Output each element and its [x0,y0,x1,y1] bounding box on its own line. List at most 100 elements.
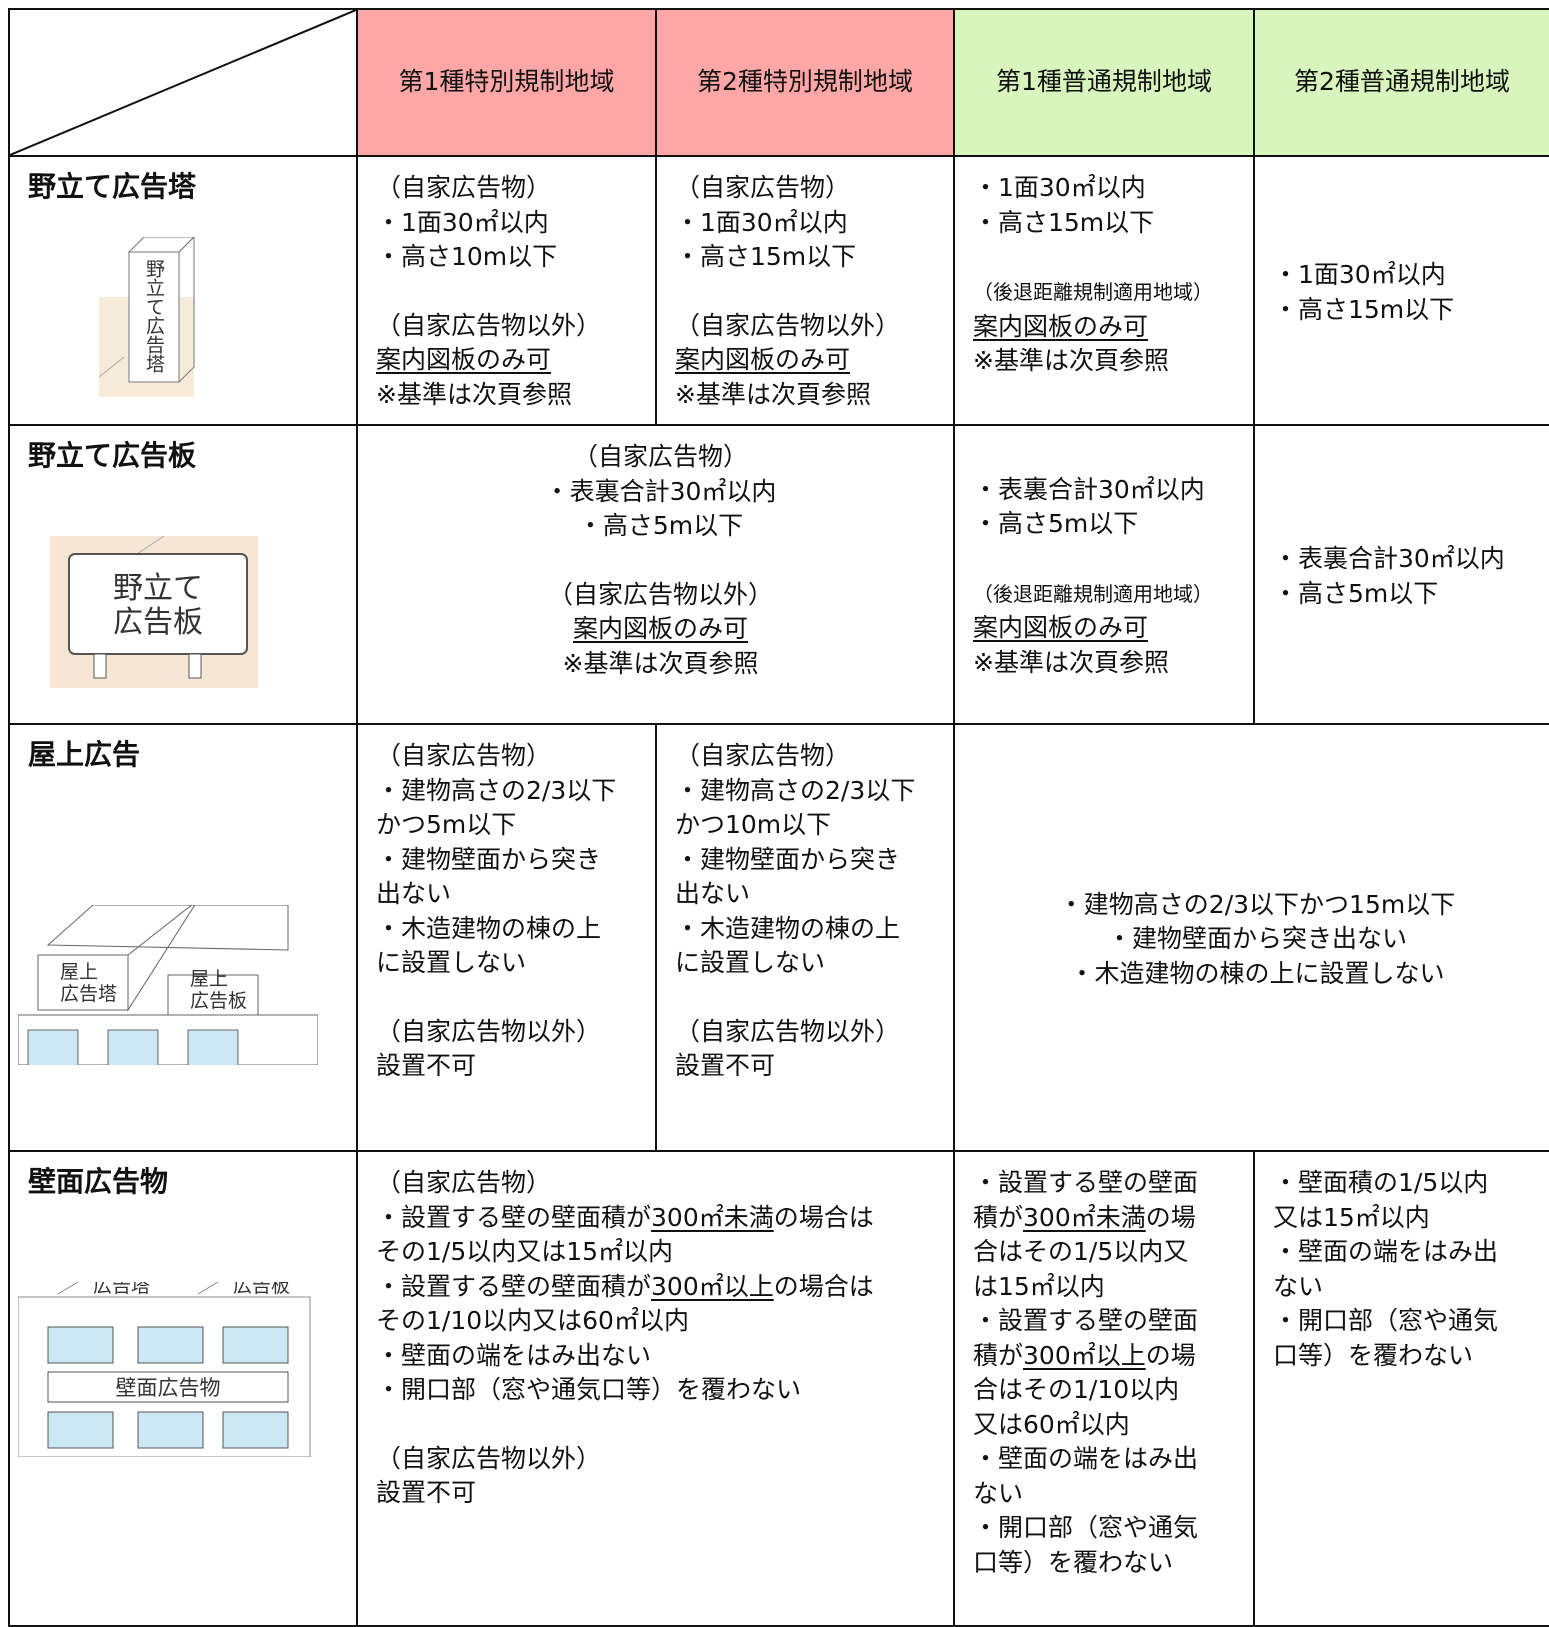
cell: （自家広告物） ・設置する壁の壁面積が300㎡未満の場合は その1/5以内又は15㎡… [356,1150,955,1627]
cell: （自家広告物） ・建物高さの2/3以下 かつ10m以下 ・建物壁面から突き 出ない ・木造… [655,723,955,1152]
row-label-text: 野立て広告塔 [28,170,197,203]
text-line: （自家広告物以外） [675,310,901,340]
underlined-text: 300㎡以上 [1023,1340,1146,1370]
text-line: ※基準は次頁参照 [675,379,871,409]
text: の場 [1145,1340,1196,1370]
text-line: 口等）を覆わない [1273,1340,1474,1370]
text-line: （自家広告物） [376,741,552,770]
text-line: ・建物壁面から突き [376,844,602,874]
text-line: （自家広告物） [572,442,748,471]
text-line: ・表裏合計30㎡以内 [544,476,777,506]
text-line: ・高さ5m以下 [577,511,744,540]
text-line: 案内図板のみ可 [973,611,1245,646]
paragraph: （後退距離規制適用地域） 案内図板のみ可 ※基準は次頁参照 [973,576,1245,681]
illustration-label: 広告板 [190,990,247,1012]
text-line: （自家広告物） [675,741,851,770]
text: 積が [973,1340,1024,1370]
text-line: （後退距離規制適用地域） [973,576,1245,612]
column-header: 第1種特別規制地域 [356,8,657,157]
row-label-text: 壁面広告物 [28,1165,169,1198]
text-line: ・高さ10m以下 [376,242,558,271]
text-line: ・壁面の端をはみ出 [973,1444,1199,1473]
text-line: 案内図板のみ可 [376,612,945,647]
text-line: は15㎡以内 [973,1271,1105,1301]
text-line: ・壁面の端をはみ出ない [376,1340,652,1370]
cell: （自家広告物） ・1面30㎡以内 ・高さ15m以下 （自家広告物以外） 案内図板のみ可 ※… [655,155,955,426]
row-label: 野立て広告塔 野立て広告塔 [8,155,358,426]
text-line: ・木造建物の棟の上に設置しない [1069,958,1445,988]
text-line: ・表裏合計30㎡以内 [1273,544,1505,573]
illustration-label: 屋上 [60,961,98,983]
text: ・設置する壁の壁面積が [376,1271,652,1301]
cell: ・1面30㎡以内 ・高さ15m以下 （後退距離規制適用地域） 案内図板のみ可 ※基準は次… [953,155,1255,426]
text-line: ※基準は次頁参照 [376,379,572,409]
text-line: 合はその1/10以内 [973,1375,1180,1404]
cell: ・設置する壁の壁面 積が300㎡未満の場 合はその1/5以内又 は15㎡以内 ・設置する… [953,1150,1255,1627]
small-text: （後退距離規制適用地域） [973,581,1213,606]
illustration-label: 野立て [113,571,203,606]
text-line: ・1面30㎡以内 [1273,260,1446,289]
text-line: ・高さ5m以下 [973,509,1139,539]
column-header: 第2種普通規制地域 [1253,8,1549,157]
illustration-label: 広告板 [113,605,203,640]
text: の場合は [773,1271,874,1301]
text-line: ・設置する壁の壁面 [973,1168,1199,1197]
underlined-text: 300㎡未満 [651,1202,774,1232]
text: ・設置する壁の壁面積が [376,1202,652,1232]
text-line: ※基準は次頁参照 [562,648,759,678]
paragraph: （自家広告物以外） 案内図板のみ可 ※基準は次頁参照 [376,309,647,413]
cell: （自家広告物） ・建物高さの2/3以下 かつ5m以下 ・建物壁面から突き 出ない ・木造建… [356,723,657,1152]
cell: （自家広告物） ・表裏合計30㎡以内 ・高さ5m以下 （自家広告物以外） 案内図板のみ可… [356,424,955,725]
text-line: ・壁面積の1/5以内 [1273,1168,1489,1197]
text-line: ・開口部（窓や通気 [1273,1306,1499,1335]
paragraph: ・表裏合計30㎡以内 ・高さ5m以下 [973,473,1245,542]
cell: ・壁面積の1/5以内 又は15㎡以内 ・壁面の端をはみ出 ない ・開口部（窓や通気 口等）… [1253,1150,1549,1627]
text-line: ・木造建物の棟の上 [675,913,901,943]
cell: ・表裏合計30㎡以内 ・高さ5m以下 （後退距離規制適用地域） 案内図板のみ可 ※基準は… [953,424,1255,725]
row-label-text: 野立て広告板 [28,439,197,472]
text: の場 [1145,1202,1196,1232]
small-text: （後退距離規制適用地域） [973,280,1213,304]
illustration: 野立て 広告板 [50,536,258,688]
paragraph: （自家広告物以外） 案内図板のみ可 ※基準は次頁参照 [376,578,945,682]
illustration-label: 広告塔 [60,983,117,1005]
text-line: 案内図板のみ可 [675,343,945,378]
text-line: ・1面30㎡以内 [973,173,1146,202]
underlined-text: 300㎡以上 [651,1271,774,1301]
cell: ・1面30㎡以内 ・高さ15m以下 [1253,155,1549,426]
text-line: ・設置する壁の壁面積が300㎡未満の場合は [376,1201,945,1236]
text-line: 出ない [376,879,452,908]
text-line: ※基準は次頁参照 [973,647,1169,677]
illustration-label: 野立て広告塔 [143,259,165,373]
paragraph: ・壁面積の1/5以内 又は15㎡以内 ・壁面の端をはみ出 ない ・開口部（窓や通気 口等）… [1273,1166,1541,1373]
paragraph: （自家広告物） ・建物高さの2/3以下 かつ5m以下 ・建物壁面から突き 出ない ・木造建… [376,739,647,981]
row-label: 壁面広告物 広告塔 広告板 壁面広告物 [8,1150,358,1627]
text-line: 設置不可 [376,1051,477,1080]
underlined-text: 案内図板のみ可 [675,345,851,374]
text-line: ・建物壁面から突き出ない [1106,924,1407,954]
text-line: 設置不可 [376,1478,477,1507]
text-line: （自家広告物以外） [376,1443,602,1473]
text-line: に設置しない [675,948,826,977]
paragraph: ・表裏合計30㎡以内 ・高さ5m以下 [1273,542,1541,611]
text-line: （自家広告物） [675,173,851,202]
text-line: ・高さ5m以下 [1273,578,1439,608]
paragraph: （自家広告物以外） 設置不可 [376,1015,647,1084]
text-line: ・1面30㎡以内 [376,207,549,237]
text-line: ・建物高さの2/3以下かつ15m以下 [1058,889,1456,919]
row: 野立て広告塔 野立て広告塔 （自家広告物） ・1面30㎡以内 ・高さ10m以下 （自家広… [8,155,1549,426]
regulation-table: 第1種特別規制地域 第2種特別規制地域 第1種普通規制地域 第2種普通規制地域 野立て… [8,8,1549,1627]
text-line: （自家広告物以外） [376,310,602,340]
text-line: 又は15㎡以内 [1273,1202,1430,1232]
cell: （自家広告物） ・1面30㎡以内 ・高さ10m以下 （自家広告物以外） 案内図板のみ可 ※… [356,155,657,426]
text: の場合は [773,1202,874,1232]
text-line: 設置不可 [675,1051,776,1080]
text-line: 積が300㎡以上の場 [973,1339,1245,1374]
text-line: ・建物高さの2/3以下 [376,775,617,805]
text-line: その1/5以内又は15㎡以内 [376,1237,674,1266]
illustration-label: 広告塔 [93,1282,150,1297]
row-label: 野立て広告板 野立て 広告板 [8,424,358,725]
paragraph: ・設置する壁の壁面 積が300㎡未満の場 合はその1/5以内又 は15㎡以内 ・設置する… [973,1166,1245,1580]
